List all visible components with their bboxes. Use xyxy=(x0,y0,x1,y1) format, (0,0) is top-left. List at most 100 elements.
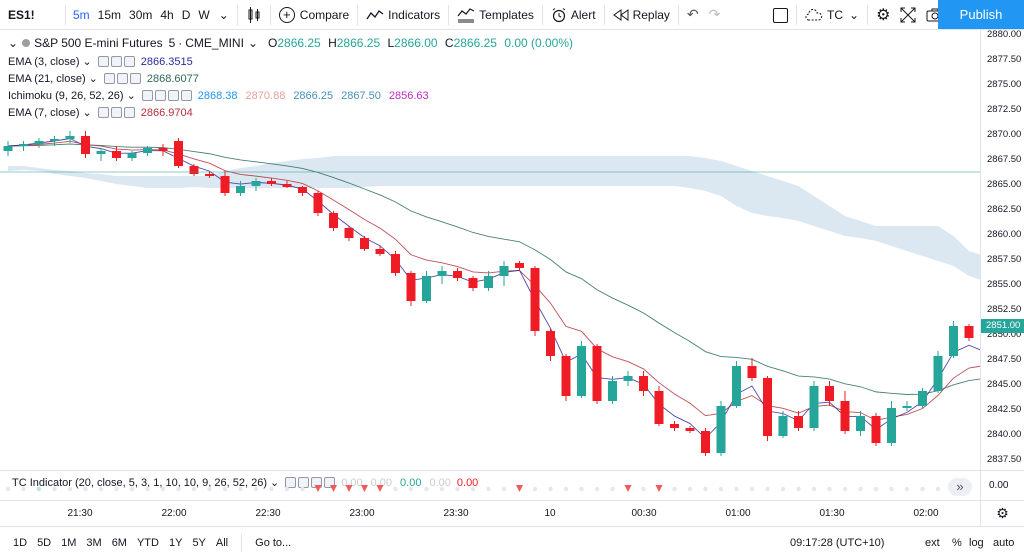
timeframe-D[interactable]: D xyxy=(181,7,191,22)
candle xyxy=(856,411,865,436)
price-chart[interactable] xyxy=(0,30,980,470)
auto-toggle[interactable]: auto xyxy=(993,536,1015,549)
candle-body xyxy=(716,406,726,453)
chevron-down-icon[interactable]: ⌄ xyxy=(126,90,136,102)
timeframe-30m[interactable]: 30m xyxy=(129,7,153,22)
symbol-search[interactable]: ES1! xyxy=(0,0,62,30)
chevron-down-icon[interactable]: ⌄ xyxy=(82,107,92,119)
cloud-segment xyxy=(426,156,442,186)
tc-controls[interactable] xyxy=(285,477,336,488)
legend-ema7[interactable]: EMA (7, close) ⌄ 2866.9704 xyxy=(8,106,193,120)
cloud-segment xyxy=(612,156,628,186)
range-5D[interactable]: 5D xyxy=(37,536,52,549)
candle xyxy=(515,261,524,271)
cloud-segment xyxy=(442,156,458,186)
interval-label: 5 xyxy=(168,36,176,50)
fullscreen-button[interactable] xyxy=(895,0,921,30)
tc-dot xyxy=(52,486,57,492)
candle-body xyxy=(65,136,75,139)
ema21-label: EMA (21, close) xyxy=(8,72,86,85)
timeframe-15m[interactable]: 15m xyxy=(97,7,122,22)
candlesticks xyxy=(3,131,974,456)
candle xyxy=(933,351,943,393)
settings-button[interactable]: ⚙ xyxy=(871,0,895,30)
ema7-value: 2866.9704 xyxy=(140,106,193,119)
axis-settings-button[interactable]: ⚙ xyxy=(980,500,1024,526)
chevron-down-icon[interactable]: ⌄ xyxy=(88,73,98,85)
candle xyxy=(608,376,617,404)
ema7-label: EMA (7, close) xyxy=(8,106,80,119)
templates-button[interactable]: Templates xyxy=(452,0,539,30)
cloud-segment xyxy=(8,166,24,171)
candle xyxy=(623,371,633,386)
tc-dot xyxy=(21,486,26,492)
candle-body xyxy=(515,263,524,268)
undo-button[interactable]: ↶ xyxy=(682,0,704,30)
publish-button[interactable]: Publish xyxy=(938,0,1024,29)
cloud-segment xyxy=(364,156,380,187)
range-6M[interactable]: 6M xyxy=(111,536,127,549)
scroll-to-latest-button[interactable]: » xyxy=(948,478,972,496)
indicators-button[interactable]: Indicators xyxy=(361,0,445,30)
range-1D[interactable]: 1D xyxy=(13,536,28,549)
cloud-segment xyxy=(85,173,101,181)
ema3-controls[interactable] xyxy=(97,56,135,67)
timeframe-dropdown[interactable]: ⌄ xyxy=(214,0,234,30)
log-toggle[interactable]: log xyxy=(969,536,984,549)
ichimoku-controls[interactable] xyxy=(141,90,192,101)
tc-dot xyxy=(579,486,584,492)
divider xyxy=(677,4,679,25)
ema7-controls[interactable] xyxy=(97,107,135,118)
replay-button[interactable]: Replay xyxy=(608,0,675,30)
range-1Y[interactable]: 1Y xyxy=(168,536,183,549)
layout-button[interactable]: TC ⌄ xyxy=(800,0,864,30)
compare-button[interactable]: + Compare xyxy=(274,0,354,30)
divider xyxy=(603,4,605,25)
timeframe-5m[interactable]: 5m xyxy=(73,7,90,22)
timeframe-4h[interactable]: 4h xyxy=(160,7,174,22)
candle xyxy=(546,328,555,361)
tc-dot xyxy=(842,486,848,492)
legend-ema21[interactable]: EMA (21, close) ⌄ 2868.6077 xyxy=(8,72,199,86)
chevron-down-icon[interactable]: ⌄ xyxy=(82,56,92,68)
tc-dot xyxy=(98,486,104,492)
ema21-controls[interactable] xyxy=(103,73,141,84)
price-axis[interactable]: 2880.00 2877.50 2875.00 2872.50 2870.00 2867.… xyxy=(980,29,1024,500)
legend-ichimoku[interactable]: Ichimoku (9, 26, 52, 26) ⌄ 2868.38 2870.… xyxy=(8,89,429,103)
goto-button[interactable]: Go to... xyxy=(255,536,292,549)
range-3M[interactable]: 3M xyxy=(86,536,102,549)
clock[interactable]: 09:17:28 (UTC+10) xyxy=(790,536,885,549)
tc-value-5: 0.00 xyxy=(456,476,479,489)
time-axis[interactable]: 21:30 22:00 22:30 23:00 23:30 10 00:30 01:00 01:… xyxy=(0,500,980,526)
candle-body xyxy=(809,386,819,428)
range-1M[interactable]: 1M xyxy=(61,536,77,549)
percent-toggle[interactable]: % xyxy=(952,536,962,549)
range-YTD[interactable]: YTD xyxy=(136,536,159,549)
cloud-segment xyxy=(163,176,179,188)
ext-toggle[interactable]: ext xyxy=(925,536,940,549)
legend-ema3[interactable]: EMA (3, close) ⌄ 2866.3515 xyxy=(8,55,193,69)
chevron-down-icon[interactable]: ⌄ xyxy=(269,477,280,489)
candle-body xyxy=(592,346,602,401)
range-All[interactable]: All xyxy=(215,536,229,549)
timeframe-W[interactable]: W xyxy=(198,7,210,22)
range-5Y[interactable]: 5Y xyxy=(192,536,206,549)
tc-dot xyxy=(408,486,414,492)
redo-button[interactable]: ↷ xyxy=(704,0,726,30)
alert-button[interactable]: Alert xyxy=(546,0,601,30)
candle xyxy=(685,426,695,433)
chevron-down-icon[interactable]: ⌄ xyxy=(247,36,258,50)
tc-sell-arrow xyxy=(655,485,663,492)
fullscreen-layout-button[interactable] xyxy=(768,0,793,30)
tc-signals xyxy=(5,485,972,492)
collapse-chevron-icon[interactable]: ⌄ xyxy=(8,36,19,50)
candle xyxy=(716,401,726,456)
tc-label: TC Indicator (20, close, 5, 3, 1, 10, 10… xyxy=(12,476,267,489)
candle-body xyxy=(313,193,323,213)
candle xyxy=(809,381,819,431)
redo-icon: ↷ xyxy=(708,6,721,22)
chart-type-button[interactable] xyxy=(241,0,267,30)
divider xyxy=(65,4,66,25)
tc-indicator-pane[interactable]: TC Indicator (20, close, 5, 3, 1, 10, 10… xyxy=(0,470,980,500)
candle-body xyxy=(437,271,447,276)
